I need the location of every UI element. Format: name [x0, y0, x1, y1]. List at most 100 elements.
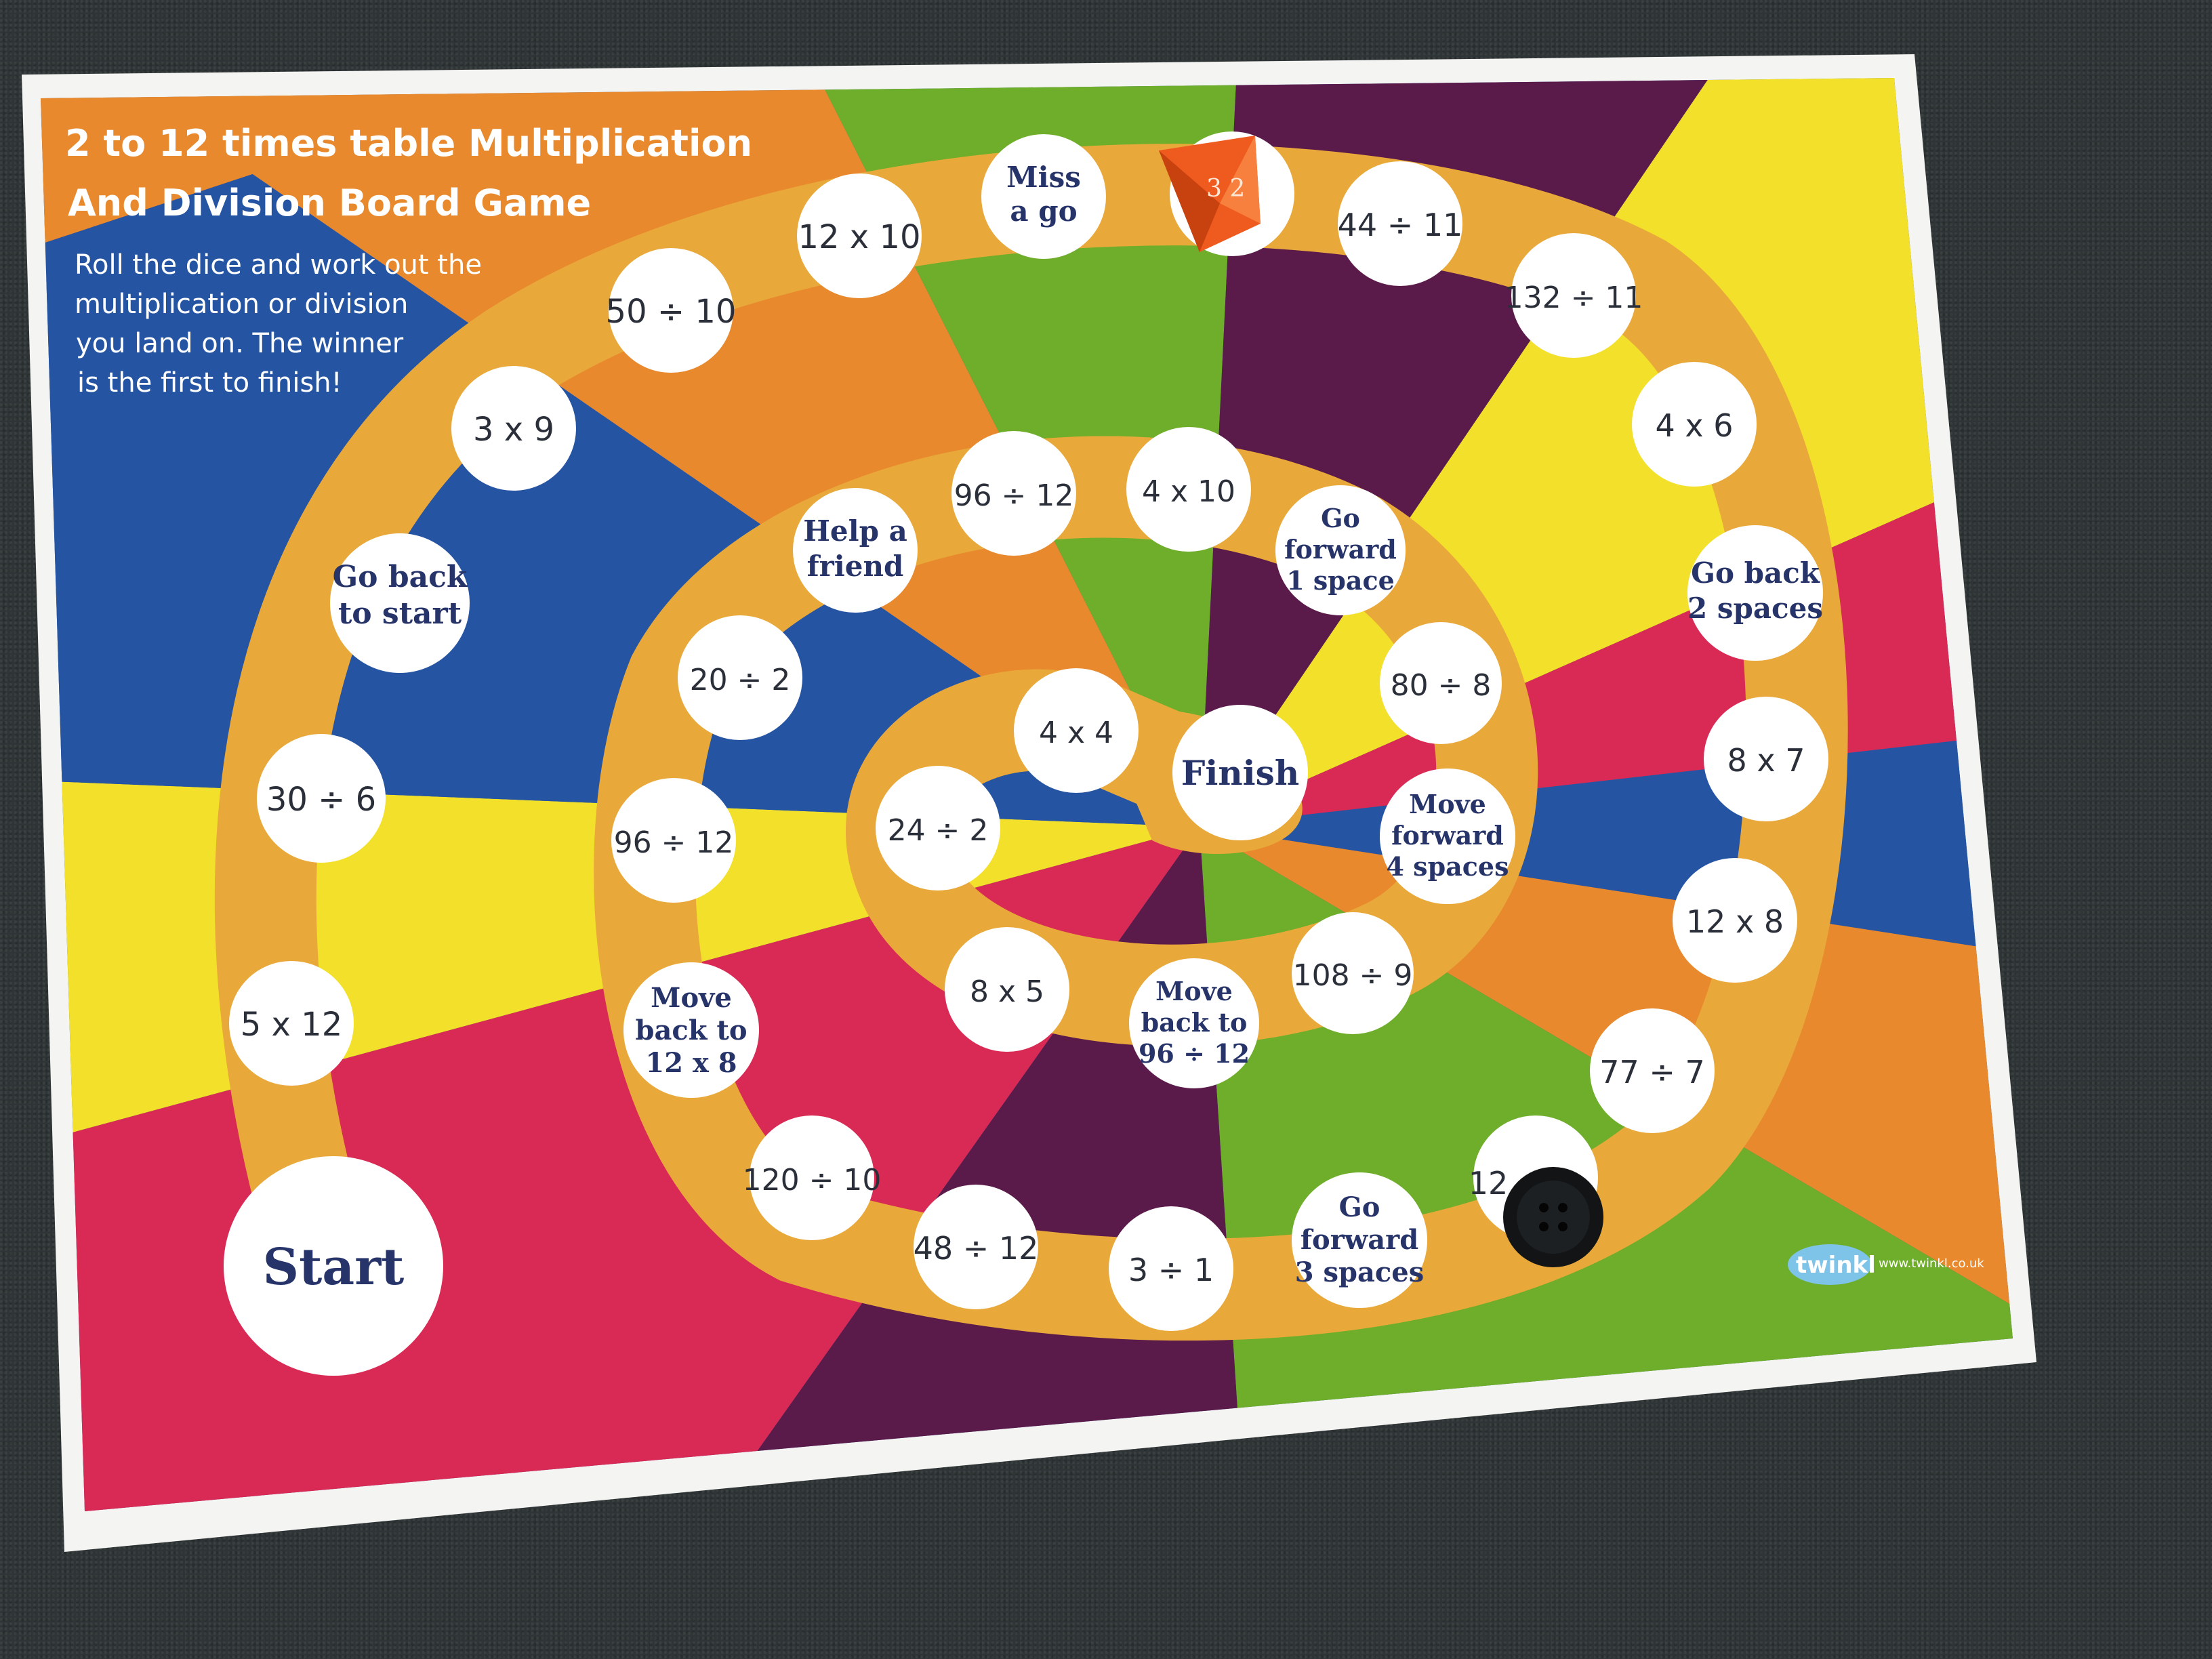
twinkl-url: www.twinkl.co.uk	[1879, 1256, 1984, 1271]
square-32-label: 8 x 5	[970, 975, 1044, 1009]
square-15[interactable]: 77 ÷ 7	[1590, 1008, 1715, 1133]
square-31-label-b: back to	[1141, 1007, 1248, 1038]
square-11-label: 4 x 6	[1656, 407, 1734, 444]
square-30[interactable]: 108 ÷ 9	[1292, 912, 1414, 1034]
square-1-label: 5 x 12	[241, 1006, 343, 1044]
square-21[interactable]: Move back to 12 x 8	[623, 962, 759, 1098]
square-25-label: 96 ÷ 12	[954, 478, 1074, 513]
square-14-label: 12 x 8	[1686, 903, 1784, 940]
wedge-orange-top	[41, 78, 1200, 827]
square-31[interactable]: Move back to 96 ÷ 12	[1129, 958, 1259, 1088]
square-13[interactable]: 8 x 7	[1704, 697, 1828, 821]
square-14[interactable]: 12 x 8	[1673, 858, 1797, 983]
square-17-label-c: 3 spaces	[1295, 1256, 1425, 1288]
twinkl-logo-text: twinkl	[1796, 1252, 1876, 1279]
twinkl-logo: twinkl	[1788, 1244, 1876, 1285]
square-2[interactable]: 30 ÷ 6	[257, 734, 386, 863]
square-29-label-c: 4 spaces	[1387, 851, 1509, 882]
square-20-label: 120 ÷ 10	[743, 1163, 882, 1197]
square-34[interactable]: 4 x 4	[1014, 668, 1139, 793]
square-32[interactable]: 8 x 5	[945, 927, 1069, 1052]
wedge-orange-title	[41, 78, 779, 258]
square-30-label: 108 ÷ 9	[1293, 958, 1413, 993]
square-6-label: 12 x 10	[798, 218, 920, 256]
square-27-label-c: 1 space	[1286, 565, 1395, 596]
square-15-label: 77 ÷ 7	[1599, 1054, 1705, 1090]
square-27[interactable]: Go forward 1 space	[1275, 485, 1406, 615]
square-7-label-b: a go	[1010, 194, 1077, 228]
square-25[interactable]: 96 ÷ 12	[951, 431, 1076, 556]
square-13-label: 8 x 7	[1727, 742, 1805, 779]
square-29[interactable]: Move forward 4 spaces	[1380, 769, 1515, 904]
square-finish[interactable]: Finish	[1172, 705, 1308, 840]
title-line-2: And Division Board Game	[68, 182, 591, 224]
square-28-label: 80 ÷ 8	[1391, 668, 1492, 703]
square-12-label-b: 2 spaces	[1687, 592, 1823, 625]
square-19[interactable]: 48 ÷ 12	[914, 1185, 1039, 1309]
wedge-red-bottom	[41, 827, 1200, 1511]
square-6[interactable]: 12 x 10	[797, 173, 922, 298]
square-23-label: 20 ÷ 2	[690, 663, 791, 697]
square-2-label: 30 ÷ 6	[266, 781, 376, 819]
square-26-label: 4 x 10	[1142, 474, 1235, 509]
square-28[interactable]: 80 ÷ 8	[1380, 622, 1502, 744]
square-start-label: Start	[263, 1238, 405, 1296]
square-3-label-a: Go back	[333, 560, 468, 594]
square-24[interactable]: Help a friend	[793, 488, 918, 613]
square-11[interactable]: 4 x 6	[1632, 362, 1757, 487]
square-24-label-b: friend	[807, 550, 904, 583]
square-3[interactable]: Go back to start	[330, 533, 470, 673]
square-10[interactable]: 132 ÷ 11	[1504, 233, 1643, 358]
square-4-label: 3 x 9	[473, 411, 554, 449]
square-12-label-a: Go back	[1691, 556, 1820, 590]
square-21-label-c: 12 x 8	[645, 1047, 737, 1079]
square-33[interactable]: 24 ÷ 2	[876, 766, 1000, 890]
square-7-label-a: Miss	[1006, 161, 1081, 194]
square-31-label-a: Move	[1155, 976, 1233, 1006]
square-finish-label: Finish	[1181, 753, 1299, 793]
square-9-label: 44 ÷ 11	[1338, 207, 1463, 243]
wedge-blue-right	[1200, 712, 2013, 983]
square-5-label: 50 ÷ 10	[606, 293, 737, 331]
square-5[interactable]: 50 ÷ 10	[606, 248, 737, 373]
square-24-label-a: Help a	[803, 514, 907, 548]
square-29-label-a: Move	[1409, 789, 1486, 819]
black-counter[interactable]	[1503, 1167, 1603, 1267]
square-33-label: 24 ÷ 2	[888, 813, 989, 848]
square-18[interactable]: 3 ÷ 1	[1109, 1206, 1233, 1331]
instructions-line-4: is the first to finish!	[77, 367, 342, 398]
square-22-label: 96 ÷ 12	[614, 825, 734, 860]
orange-die[interactable]: 3 2	[1159, 136, 1261, 252]
square-12[interactable]: Go back 2 spaces	[1687, 525, 1823, 661]
instructions-line-2: multiplication or division	[75, 289, 408, 320]
square-7[interactable]: Miss a go	[981, 134, 1106, 259]
square-23[interactable]: 20 ÷ 2	[678, 615, 802, 740]
square-20[interactable]: 120 ÷ 10	[743, 1115, 882, 1240]
die-numerals-icon: 3 2	[1206, 175, 1245, 203]
square-34-label: 4 x 4	[1039, 716, 1113, 750]
title-line-1: 2 to 12 times table Multiplication	[65, 122, 752, 165]
square-9[interactable]: 44 ÷ 11	[1338, 161, 1463, 286]
square-16-label: 12	[1469, 1165, 1509, 1202]
square-21-label-b: back to	[635, 1015, 747, 1046]
square-17-label-a: Go	[1339, 1191, 1380, 1223]
square-start[interactable]: Start	[224, 1156, 443, 1376]
square-17-label-b: forward	[1300, 1224, 1418, 1256]
square-21-label-a: Move	[651, 982, 732, 1014]
square-29-label-b: forward	[1391, 820, 1504, 851]
square-4[interactable]: 3 x 9	[451, 366, 576, 491]
square-27-label-a: Go	[1321, 503, 1360, 533]
square-31-label-c: 96 ÷ 12	[1139, 1038, 1250, 1069]
square-22[interactable]: 96 ÷ 12	[611, 778, 736, 903]
square-27-label-b: forward	[1284, 534, 1397, 565]
square-1[interactable]: 5 x 12	[229, 961, 354, 1086]
square-19-label: 48 ÷ 12	[914, 1230, 1039, 1267]
square-3-label-b: to start	[338, 596, 462, 631]
instructions-line-3: you land on. The winner	[76, 328, 404, 359]
instructions-line-1: Roll the dice and work out the	[75, 249, 482, 281]
square-10-label: 132 ÷ 11	[1504, 281, 1643, 315]
square-26[interactable]: 4 x 10	[1126, 427, 1251, 552]
square-18-label: 3 ÷ 1	[1128, 1252, 1214, 1288]
square-17[interactable]: Go forward 3 spaces	[1292, 1172, 1427, 1308]
